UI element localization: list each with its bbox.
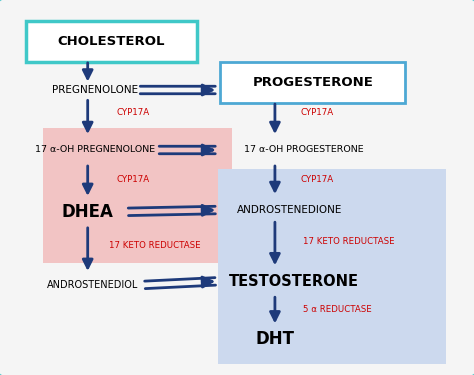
Text: PREGNENOLONE: PREGNENOLONE: [52, 85, 138, 95]
Text: 5 α REDUCTASE: 5 α REDUCTASE: [303, 305, 372, 314]
Text: 17 α-OH PROGESTERONE: 17 α-OH PROGESTERONE: [244, 146, 363, 154]
Text: ANDROSTENEDIONE: ANDROSTENEDIONE: [237, 205, 342, 215]
Text: CYP17A: CYP17A: [301, 108, 334, 117]
FancyBboxPatch shape: [220, 62, 405, 103]
Text: 17 α-OH PREGNENOLONE: 17 α-OH PREGNENOLONE: [35, 146, 155, 154]
Text: TESTOSTERONE: TESTOSTERONE: [229, 274, 359, 289]
Text: 17 KETO REDUCTASE: 17 KETO REDUCTASE: [303, 237, 395, 246]
FancyBboxPatch shape: [218, 169, 446, 364]
Text: CYP17A: CYP17A: [116, 108, 149, 117]
Text: CYP17A: CYP17A: [301, 176, 334, 184]
Text: DHEA: DHEA: [62, 203, 114, 221]
Text: PROGESTERONE: PROGESTERONE: [252, 76, 374, 89]
Text: DHT: DHT: [255, 330, 294, 348]
Text: CHOLESTEROL: CHOLESTEROL: [58, 35, 165, 48]
FancyBboxPatch shape: [43, 128, 232, 262]
FancyBboxPatch shape: [26, 21, 197, 62]
Text: CYP17A: CYP17A: [116, 176, 149, 184]
Text: ANDROSTENEDIOL: ANDROSTENEDIOL: [47, 280, 138, 290]
Text: 17 KETO REDUCTASE: 17 KETO REDUCTASE: [109, 241, 201, 250]
